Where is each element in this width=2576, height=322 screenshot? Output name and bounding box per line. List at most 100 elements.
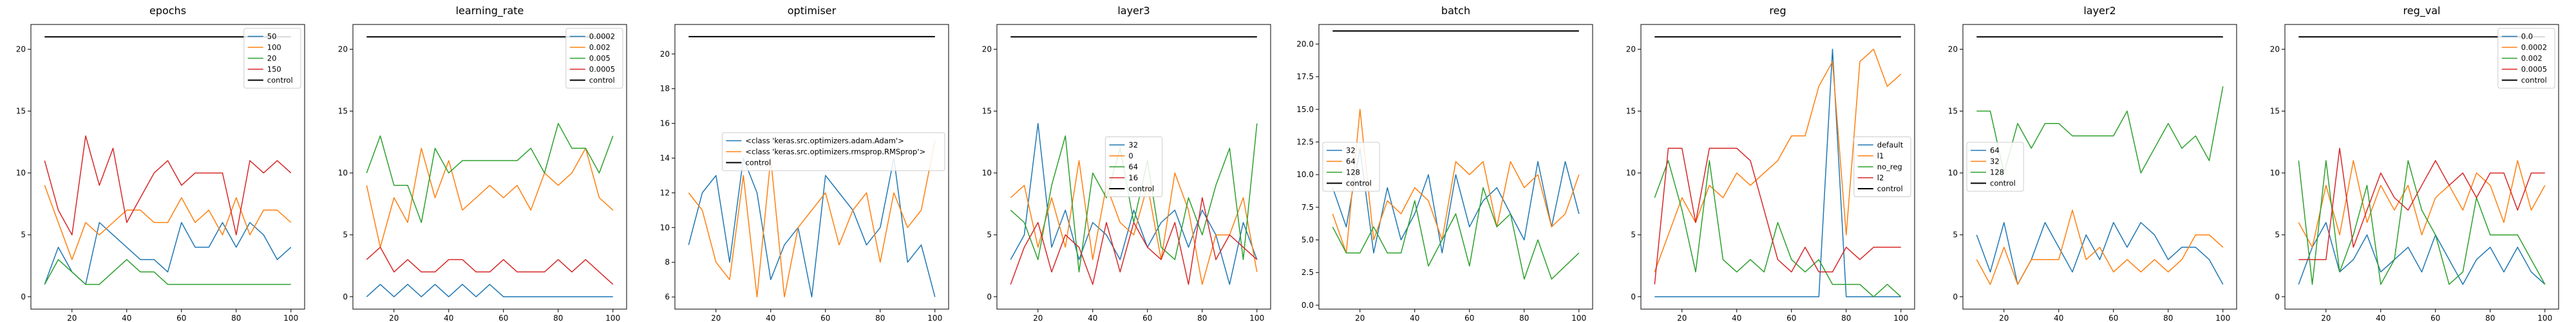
- x-tick-label: 40: [1088, 314, 1097, 322]
- legend: 0.0002 0.002 0.005 0.0005 control: [565, 28, 623, 89]
- legend-label: 0.0002: [589, 32, 615, 41]
- y-tick-label: 20: [338, 44, 348, 53]
- series-line-1: [1976, 209, 2224, 285]
- legend-label: no_reg: [1877, 162, 1902, 171]
- x-tick-label: 60: [1142, 314, 1152, 322]
- legend-box: [1966, 142, 2024, 192]
- x-tick-label: 20: [1999, 314, 2009, 322]
- y-tick-label: 20: [1626, 44, 1636, 53]
- series-line-3: [44, 135, 292, 236]
- series-line-1: [366, 147, 614, 248]
- legend-label: 50: [267, 32, 277, 41]
- series-line-1: [1010, 160, 1258, 285]
- x-tick-label: 80: [231, 314, 241, 322]
- legend-label: <class 'keras.src.optimizers.adam.Adam'>: [745, 136, 904, 145]
- y-tick-label: 18: [660, 84, 670, 93]
- legend: 64 32 128 control: [1966, 142, 2024, 192]
- x-tick-label: 40: [1732, 314, 1741, 322]
- legend-label: 0.0005: [2521, 65, 2547, 74]
- legend-label: default: [1877, 140, 1904, 149]
- y-tick-label: 10: [1626, 169, 1636, 178]
- legend-label: 16: [1128, 173, 1138, 182]
- x-tick-label: 20: [67, 314, 77, 322]
- x-tick-label: 40: [444, 314, 453, 322]
- y-tick-label: 10: [16, 169, 26, 178]
- legend-box: [243, 28, 301, 89]
- legend-label: 32: [1128, 140, 1138, 149]
- legend-label: 128: [1990, 168, 2004, 177]
- x-tick-label: 100: [1571, 314, 1586, 322]
- series-line-3: [1654, 147, 1901, 285]
- x-tick-label: 60: [176, 314, 186, 322]
- y-tick-label: 15.0: [1296, 105, 1314, 114]
- series-line-0: [2298, 222, 2546, 285]
- legend: 32 0 64 16 control: [1104, 137, 1163, 197]
- legend-label: control: [589, 76, 615, 85]
- y-tick-label: 12: [660, 188, 670, 197]
- legend-label: 20: [267, 54, 277, 63]
- x-tick-label: 60: [2108, 314, 2118, 322]
- legend-label: <class 'keras.src.optimizers.rmsprop.RMS…: [745, 147, 925, 156]
- axes-frame: [1640, 24, 1915, 310]
- axes-frame: [1962, 24, 2237, 310]
- legend-label: l2: [1877, 173, 1884, 182]
- x-tick-label: 40: [766, 314, 775, 322]
- y-tick-label: 20: [660, 50, 670, 59]
- x-tick-label: 60: [1786, 314, 1796, 322]
- legend-box: [2497, 28, 2555, 89]
- chart-panel-layer2: layer2 0 5 10 15 20 20 40 60 80 100 64 32 128 control: [1948, 5, 2237, 322]
- x-tick-label: 100: [605, 314, 620, 322]
- x-tick-label: 100: [1249, 314, 1264, 322]
- legend-label: control: [1346, 179, 1372, 188]
- y-tick-label: 15: [1948, 107, 1958, 116]
- series-line-1: [688, 140, 936, 298]
- chart-title: epochs: [149, 5, 186, 17]
- x-tick-label: 80: [1197, 314, 1207, 322]
- y-tick-label: 20: [1948, 44, 1958, 53]
- legend-label: control: [745, 158, 771, 167]
- legend: 0.0 0.0002 0.002 0.0005 control: [2497, 28, 2555, 89]
- y-tick-label: 10: [338, 169, 348, 178]
- chart-panel-batch: batch 0.0 2.5 5.0 7.5 10.0 12.5 15.0 17.5 20.0 20 4…: [1296, 5, 1593, 322]
- y-tick-label: 0: [2275, 292, 2280, 301]
- legend-label: control: [1128, 184, 1154, 193]
- y-tick-label: 10: [2270, 169, 2280, 178]
- x-tick-label: 100: [1893, 314, 1908, 322]
- y-tick-label: 20: [982, 44, 992, 53]
- x-tick-label: 40: [1410, 314, 1419, 322]
- y-tick-label: 0: [21, 292, 26, 301]
- chart-panel-epochs: epochs 0 5 10 15 20 20 40 60 80 100 50 100 20 150 contr…: [16, 5, 305, 322]
- y-tick-label: 7.5: [1302, 203, 1314, 212]
- y-tick-label: 15: [338, 107, 348, 116]
- y-tick-label: 17.5: [1296, 72, 1314, 81]
- legend-label: 100: [267, 43, 281, 52]
- chart-title: learning_rate: [456, 5, 524, 17]
- legend-label: control: [1990, 179, 2016, 188]
- x-tick-label: 40: [2054, 314, 2063, 322]
- series-line-3: [366, 247, 614, 285]
- legend-label: control: [267, 76, 293, 85]
- x-tick-label: 20: [1677, 314, 1687, 322]
- y-tick-label: 5: [2275, 231, 2280, 240]
- legend: 32 64 128 control: [1322, 142, 1380, 192]
- chart-title: layer3: [1117, 5, 1150, 17]
- x-tick-label: 20: [711, 314, 721, 322]
- legend-label: 0.002: [2521, 54, 2543, 63]
- legend-box: [1853, 137, 1911, 197]
- y-tick-label: 10.0: [1296, 170, 1314, 179]
- x-tick-label: 20: [2321, 314, 2331, 322]
- chart-title: optimiser: [788, 5, 837, 17]
- x-tick-label: 60: [1464, 314, 1474, 322]
- legend-label: 0.005: [589, 54, 611, 63]
- chart-panel-layer3: layer3 0 5 10 15 20 20 40 60 80 100 32 0 64 16 control: [982, 5, 1271, 322]
- chart-panel-reg: reg 0 5 10 15 20 20 40 60 80 100 default l1 no_reg l2 c…: [1626, 5, 1915, 322]
- x-tick-label: 80: [1519, 314, 1529, 322]
- legend-label: 64: [1346, 157, 1356, 166]
- y-tick-label: 0: [987, 292, 992, 301]
- y-tick-label: 15: [2270, 107, 2280, 116]
- series-line-2: [1976, 86, 2224, 174]
- axes-frame: [2284, 24, 2559, 310]
- legend-label: 64: [1128, 162, 1138, 171]
- x-tick-label: 60: [2430, 314, 2440, 322]
